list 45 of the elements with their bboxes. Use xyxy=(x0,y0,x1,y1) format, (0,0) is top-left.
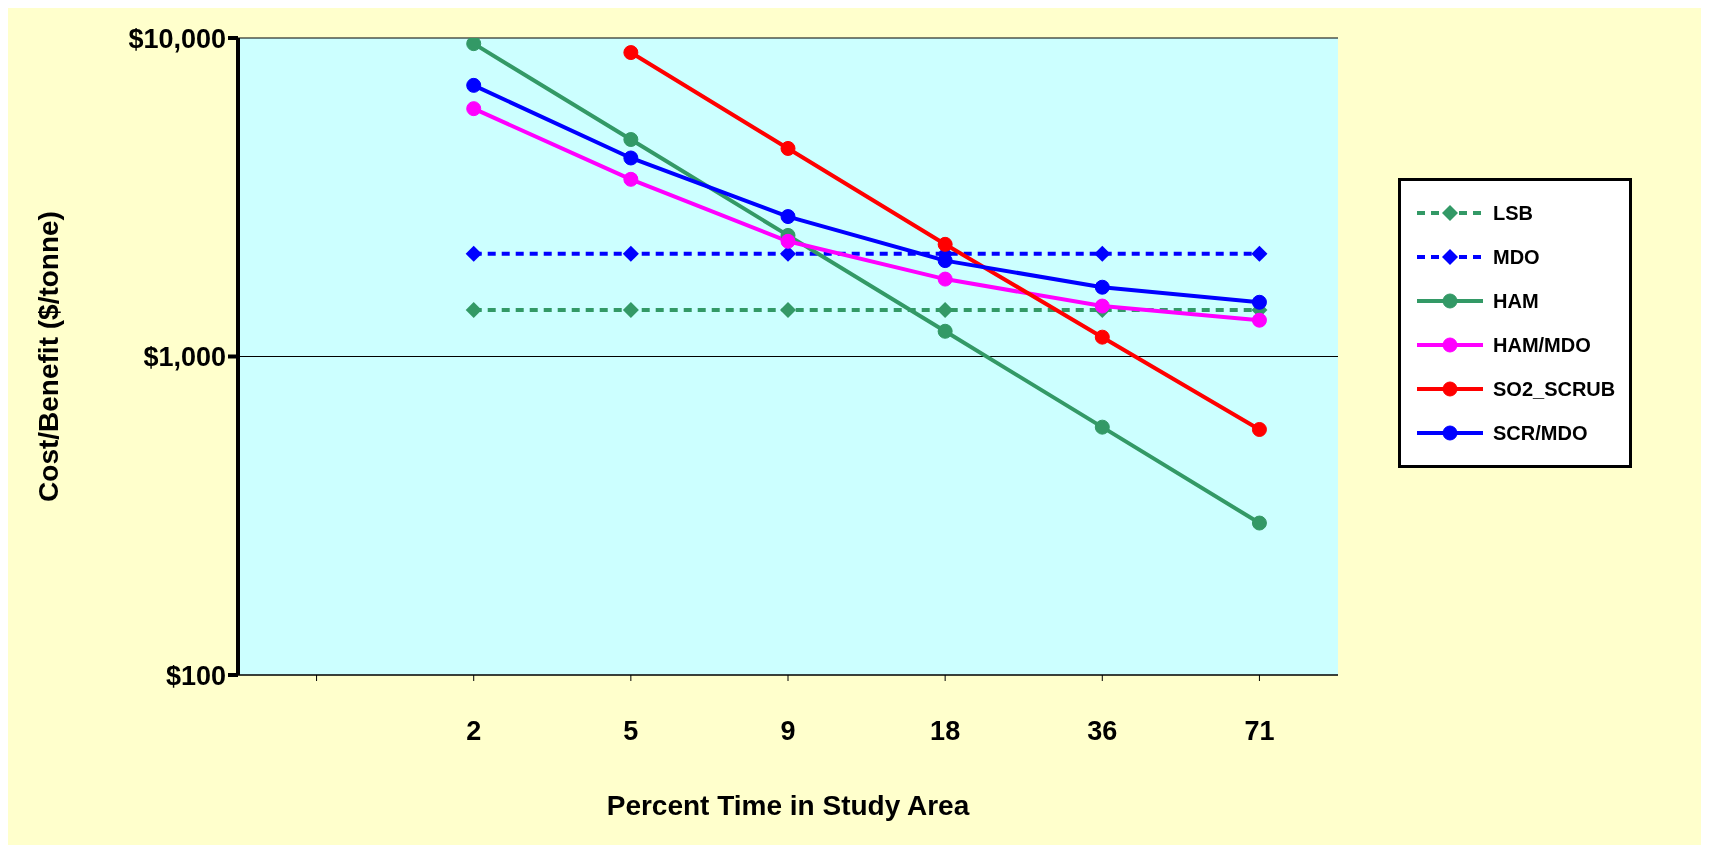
point xyxy=(937,236,953,252)
x-tick-label: 5 xyxy=(623,716,639,747)
point xyxy=(622,301,639,318)
point xyxy=(465,245,482,262)
x-tick-label: 71 xyxy=(1244,716,1275,747)
y-tick-label: $10,000 xyxy=(128,23,226,54)
point xyxy=(1251,312,1267,328)
y-tick-label: $100 xyxy=(165,660,226,691)
point xyxy=(780,209,796,225)
point xyxy=(1094,245,1111,262)
point xyxy=(1251,245,1268,262)
point xyxy=(780,301,796,318)
legend-label: SO2_SCRUB xyxy=(1493,377,1616,401)
point xyxy=(466,38,482,52)
point xyxy=(937,271,953,287)
point xyxy=(1094,419,1110,435)
point xyxy=(622,245,639,262)
point xyxy=(1251,421,1267,437)
x-axis-title: Percent Time in Study Area xyxy=(606,790,970,821)
legend-label: HAM xyxy=(1493,289,1539,313)
x-tick-label: 9 xyxy=(780,716,796,747)
point xyxy=(780,233,796,249)
legend-label: SCR/MDO xyxy=(1493,421,1588,445)
x-tick-label: 2 xyxy=(466,716,482,747)
x-tick-label: 36 xyxy=(1087,716,1118,747)
y-tick-label: $1,000 xyxy=(143,342,226,373)
point xyxy=(780,140,796,156)
point xyxy=(1094,279,1110,295)
point xyxy=(623,132,639,148)
point xyxy=(623,150,639,166)
point xyxy=(623,171,639,187)
point xyxy=(1094,298,1110,314)
legend-label: HAM/MDO xyxy=(1493,333,1591,357)
point xyxy=(465,301,482,318)
x-tick-label: 18 xyxy=(930,716,961,747)
point xyxy=(937,323,953,339)
y-axis-title: Cost/Benefit ($/tonne) xyxy=(32,211,64,502)
point xyxy=(466,77,482,93)
legend-label: MDO xyxy=(1493,245,1540,269)
point xyxy=(1251,515,1267,531)
legend-label: LSB xyxy=(1493,201,1533,225)
point xyxy=(466,101,482,117)
point xyxy=(1094,329,1110,345)
point xyxy=(623,45,639,61)
point xyxy=(1251,294,1267,310)
